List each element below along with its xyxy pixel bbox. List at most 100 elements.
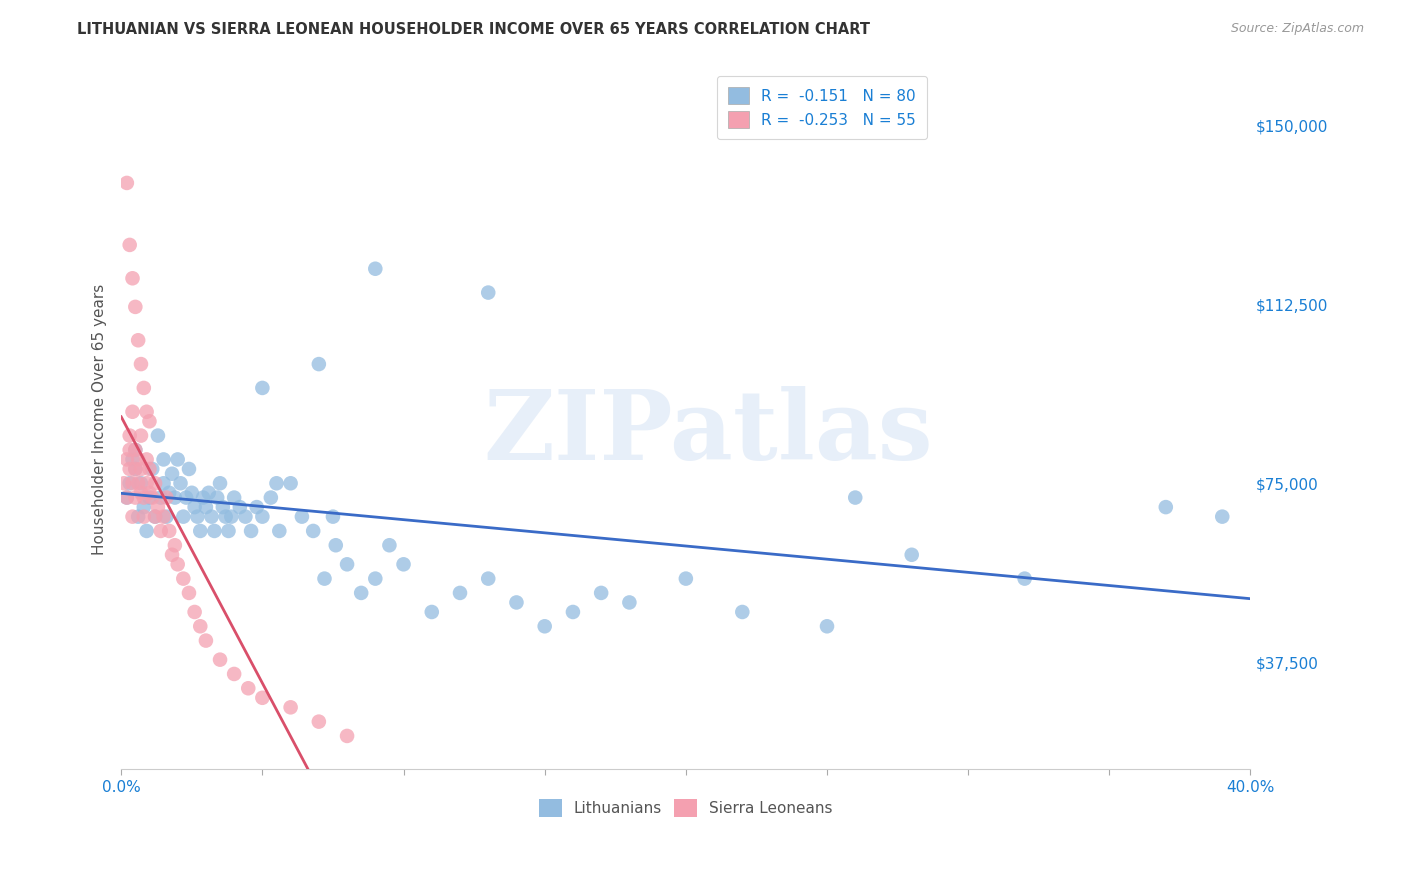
Point — [194, 500, 217, 515]
Point — [129, 476, 152, 491]
Point — [172, 572, 194, 586]
Point — [177, 462, 200, 476]
Point — [215, 509, 238, 524]
Point — [183, 605, 205, 619]
Point — [200, 509, 222, 524]
Point — [619, 595, 641, 609]
Point — [212, 500, 235, 515]
Point — [138, 491, 160, 505]
Point — [169, 476, 191, 491]
Point — [115, 452, 138, 467]
Point — [118, 428, 141, 442]
Text: LITHUANIAN VS SIERRA LEONEAN HOUSEHOLDER INCOME OVER 65 YEARS CORRELATION CHART: LITHUANIAN VS SIERRA LEONEAN HOUSEHOLDER… — [77, 22, 870, 37]
Point — [183, 500, 205, 515]
Point — [325, 538, 347, 552]
Point — [124, 300, 146, 314]
Point — [135, 452, 157, 467]
Point — [115, 491, 138, 505]
Point — [477, 572, 499, 586]
Point — [336, 729, 359, 743]
Point — [118, 462, 141, 476]
Y-axis label: Householder Income Over 65 years: Householder Income Over 65 years — [93, 284, 107, 555]
Point — [124, 442, 146, 457]
Legend: Lithuanians, Sierra Leoneans: Lithuanians, Sierra Leoneans — [531, 792, 841, 825]
Point — [121, 452, 143, 467]
Point — [149, 491, 172, 505]
Point — [124, 462, 146, 476]
Point — [378, 538, 401, 552]
Point — [1014, 572, 1036, 586]
Point — [138, 485, 160, 500]
Point — [155, 509, 177, 524]
Point — [143, 509, 166, 524]
Point — [143, 509, 166, 524]
Point — [224, 667, 246, 681]
Point — [224, 491, 246, 505]
Point — [208, 476, 231, 491]
Point — [127, 509, 149, 524]
Point — [152, 476, 174, 491]
Point — [177, 586, 200, 600]
Point — [115, 176, 138, 190]
Point — [163, 491, 186, 505]
Point — [235, 509, 257, 524]
Point — [132, 491, 155, 505]
Point — [138, 462, 160, 476]
Point — [166, 558, 188, 572]
Point — [135, 524, 157, 538]
Point — [152, 452, 174, 467]
Text: ZIPatlas: ZIPatlas — [484, 386, 934, 480]
Point — [180, 485, 202, 500]
Point — [314, 572, 336, 586]
Point — [186, 509, 208, 524]
Point — [127, 452, 149, 467]
Point — [118, 476, 141, 491]
Point — [364, 572, 387, 586]
Point — [302, 524, 325, 538]
Point — [129, 357, 152, 371]
Point — [208, 653, 231, 667]
Point — [246, 500, 269, 515]
Point — [127, 333, 149, 347]
Point — [280, 476, 302, 491]
Point — [174, 491, 197, 505]
Point — [505, 595, 527, 609]
Point — [280, 700, 302, 714]
Point — [121, 509, 143, 524]
Point — [218, 524, 240, 538]
Point — [477, 285, 499, 300]
Point — [172, 509, 194, 524]
Text: Source: ZipAtlas.com: Source: ZipAtlas.com — [1230, 22, 1364, 36]
Point — [591, 586, 613, 600]
Point — [121, 405, 143, 419]
Point — [1154, 500, 1177, 515]
Point — [155, 491, 177, 505]
Point — [152, 509, 174, 524]
Point — [364, 261, 387, 276]
Point — [533, 619, 555, 633]
Point — [163, 538, 186, 552]
Point — [1211, 509, 1233, 524]
Point — [135, 405, 157, 419]
Point — [269, 524, 291, 538]
Point — [132, 509, 155, 524]
Point — [238, 681, 260, 696]
Point — [336, 558, 359, 572]
Point — [129, 485, 152, 500]
Point — [191, 491, 214, 505]
Point — [132, 381, 155, 395]
Point — [392, 558, 415, 572]
Point — [260, 491, 283, 505]
Point — [124, 491, 146, 505]
Point — [266, 476, 288, 491]
Point — [675, 572, 697, 586]
Point — [350, 586, 373, 600]
Point — [118, 238, 141, 252]
Point — [188, 619, 211, 633]
Point — [252, 509, 274, 524]
Point — [141, 491, 163, 505]
Point — [188, 524, 211, 538]
Point — [138, 414, 160, 428]
Point — [115, 491, 138, 505]
Point — [197, 485, 219, 500]
